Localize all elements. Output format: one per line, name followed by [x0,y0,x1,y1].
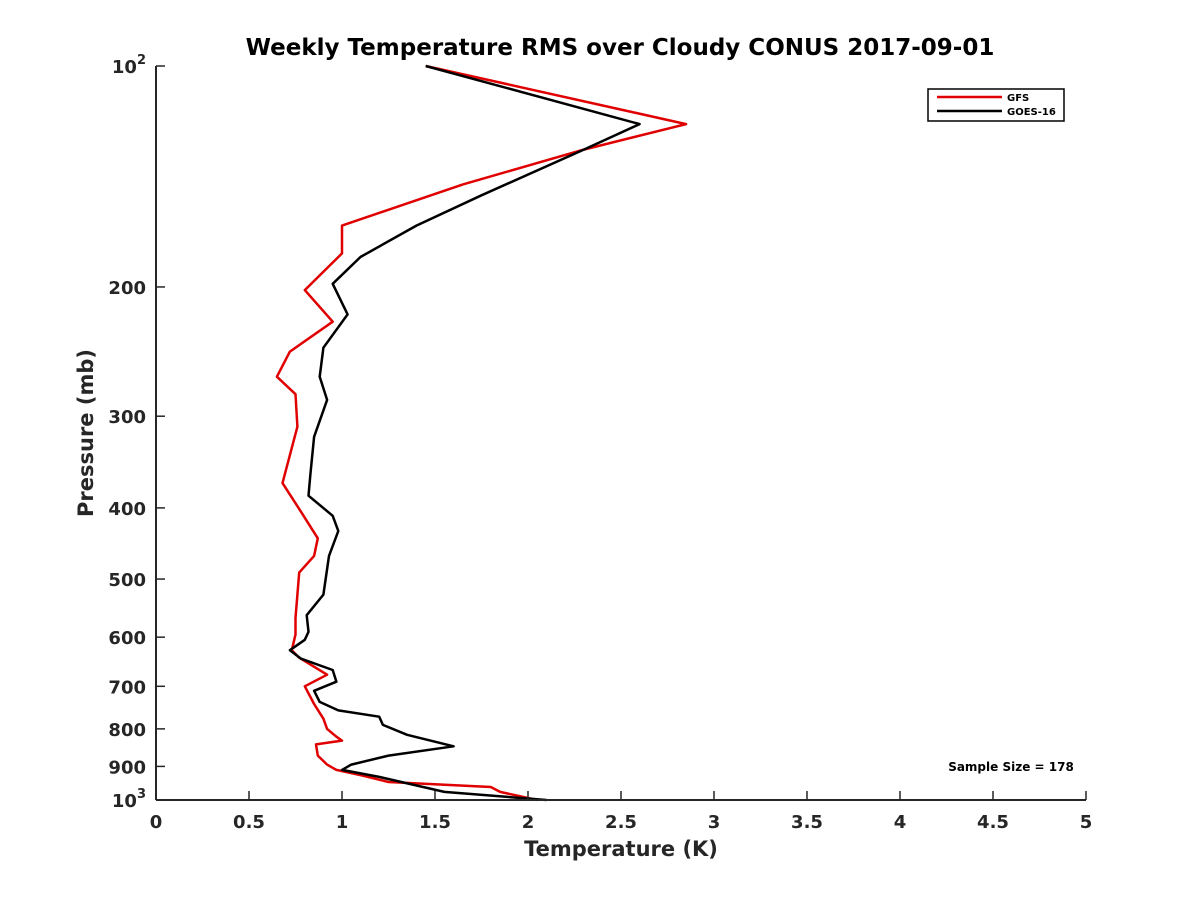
y-tick-label: 600 [108,628,146,649]
y-axis-label: Pressure (mb) [74,349,98,517]
y-tick-label: 400 [108,499,146,520]
x-tick-label: 1.5 [419,812,451,833]
y-tick-label-exponent: 3 [137,787,146,802]
y-tick-label-base: 10 [112,57,137,78]
legend-box [927,88,1065,122]
legend-label-goes-16: GOES-16 [1007,107,1056,118]
x-tick-label: 3 [708,812,721,833]
x-tick-label: 4.5 [977,812,1009,833]
plot-area [275,64,688,802]
x-tick-label: 2 [522,812,535,833]
y-tick-label: 800 [108,720,146,741]
y-tick-label: 103 [112,787,146,812]
x-ticks: 0 0.5 1 1.5 2 2.5 3 3.5 4 4.5 5 [150,791,1093,833]
y-tick-label: 900 [108,757,146,778]
y-tick-label: 500 [108,570,146,591]
y-tick-label-base: 300 [108,407,146,428]
legend-label-gfs: GFS [1007,93,1029,104]
sample-size-annotation: Sample Size = 178 [948,760,1074,774]
x-tick-label: 2.5 [605,812,637,833]
y-tick-label-exponent: 2 [137,53,146,68]
x-axis-label: Temperature (K) [524,837,718,861]
legend: GFS GOES-16 [927,88,1065,122]
y-tick-label-base: 200 [108,278,146,299]
y-tick-label-base: 500 [108,570,146,591]
y-tick-label-base: 900 [108,757,146,778]
x-tick-label: 4 [894,812,907,833]
y-tick-label: 102 [112,53,146,78]
x-tick-label: 1 [336,812,349,833]
x-tick-label: 3.5 [791,812,823,833]
y-tick-label-base: 700 [108,677,146,698]
y-tick-label-base: 800 [108,720,146,741]
y-tick-label: 200 [108,278,146,299]
y-tick-label: 300 [108,407,146,428]
y-tick-label-base: 10 [112,791,137,812]
x-tick-label: 0.5 [233,812,265,833]
x-tick-label: 0 [150,812,163,833]
x-tick-label: 5 [1080,812,1093,833]
y-tick-label-base: 600 [108,628,146,649]
series-line-goes-16 [288,64,641,802]
chart-title: Weekly Temperature RMS over Cloudy CONUS… [246,35,995,61]
y-tick-label-base: 400 [108,499,146,520]
y-tick-label: 700 [108,677,146,698]
series-line-gfs [275,64,688,802]
